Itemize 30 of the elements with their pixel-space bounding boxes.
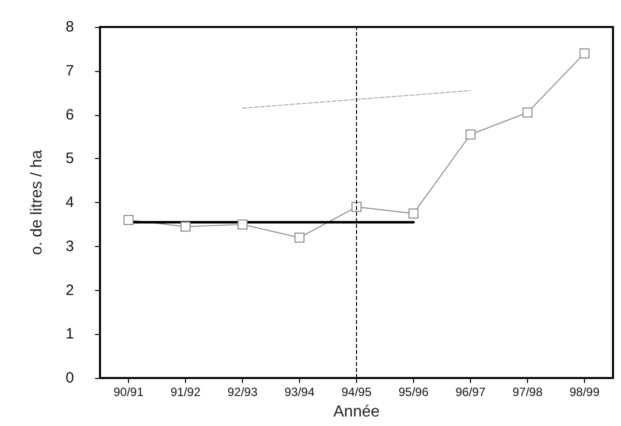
x-tick-label: 90/91	[113, 385, 144, 399]
x-tick-label: 96/97	[455, 385, 486, 399]
point	[522, 108, 532, 118]
y-tick-label: 4	[66, 194, 74, 211]
line-series	[242, 90, 471, 109]
y-tick-label: 6	[66, 106, 74, 124]
point	[408, 208, 418, 218]
x-tick-label: 91/92	[170, 385, 201, 399]
y-tick-label: 8	[66, 18, 74, 36]
point	[124, 215, 134, 226]
y-tick-label: 0	[66, 370, 74, 386]
point	[466, 129, 476, 140]
point	[238, 219, 248, 230]
y-tick-label: 5	[66, 150, 74, 168]
x-axis-title: Année	[333, 404, 380, 420]
point	[180, 222, 190, 232]
x-tick-label: 97/98	[512, 385, 543, 399]
x-tick-label: 98/99	[569, 385, 600, 399]
point	[352, 202, 362, 212]
y-tick-label: 3	[66, 238, 74, 255]
y-tick-label: 1	[66, 326, 74, 343]
x-tick-label: 92/93	[227, 385, 258, 399]
point	[294, 232, 304, 243]
x-tick-label: 94/95	[341, 385, 372, 399]
y-tick-label: 7	[66, 62, 74, 80]
point	[580, 48, 590, 58]
y-axis-title: o. de litres / ha	[28, 150, 46, 255]
x-tick-label: 93/94	[284, 385, 315, 399]
x-tick-label: 95/96	[398, 385, 429, 399]
y-tick-label: 2	[66, 282, 74, 299]
